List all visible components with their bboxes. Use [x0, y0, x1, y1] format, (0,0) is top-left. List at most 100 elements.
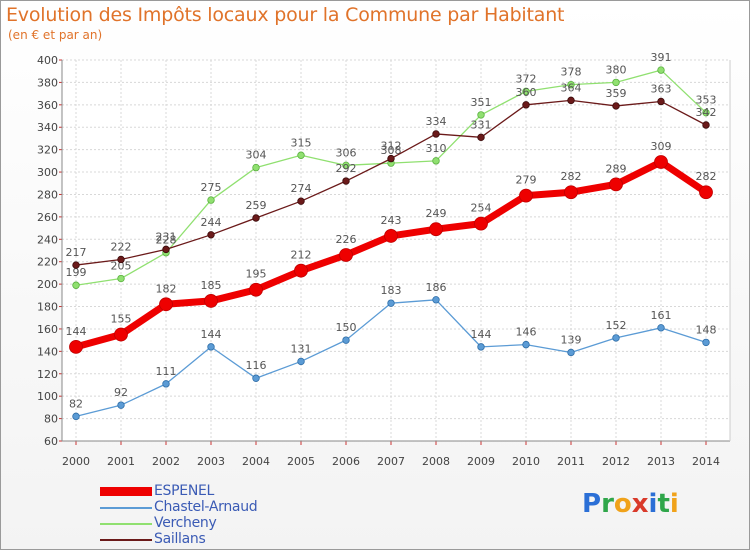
data-point-espenel	[114, 327, 128, 342]
data-point-chastel-arnaud	[657, 324, 665, 332]
data-point-vercheny	[612, 78, 620, 87]
data-label-chastel-arnaud: 139	[561, 333, 582, 346]
data-point-saillans	[522, 101, 530, 109]
data-point-saillans	[432, 130, 440, 138]
logo-letter: i	[669, 489, 679, 519]
data-label-vercheny: 378	[561, 66, 582, 79]
y-tick-label: 160	[37, 323, 58, 336]
data-point-chastel-arnaud	[477, 343, 485, 351]
legend-swatch-saillans	[100, 539, 152, 541]
data-label-vercheny: 351	[471, 96, 492, 109]
data-label-vercheny: 304	[246, 149, 267, 162]
data-label-vercheny: 275	[201, 181, 222, 194]
x-tick-label: 2001	[107, 455, 135, 468]
logo-letter: t	[657, 489, 670, 519]
x-tick-label: 2012	[602, 455, 630, 468]
data-label-espenel: 249	[426, 207, 447, 220]
legend-swatch-chastel-arnaud	[100, 507, 152, 509]
data-point-espenel	[519, 188, 533, 203]
data-label-espenel: 309	[651, 140, 672, 153]
x-tick-label: 2000	[62, 455, 90, 468]
data-point-vercheny	[432, 157, 440, 165]
data-label-saillans: 292	[336, 162, 357, 175]
data-label-vercheny: 380	[606, 63, 627, 76]
x-tick-label: 2004	[242, 455, 270, 468]
data-label-chastel-arnaud: 183	[381, 284, 402, 297]
data-label-vercheny: 315	[291, 136, 312, 149]
data-label-espenel: 289	[606, 162, 627, 175]
data-point-chastel-arnaud	[387, 299, 395, 307]
data-point-espenel	[564, 185, 578, 200]
proxiti-logo: Proxiti	[582, 489, 679, 519]
data-point-espenel	[339, 248, 353, 262]
data-point-vercheny	[207, 196, 215, 204]
y-tick-label: 340	[37, 121, 58, 134]
x-tick-label: 2010	[512, 455, 540, 468]
data-point-espenel	[384, 229, 398, 243]
data-label-chastel-arnaud: 150	[336, 321, 357, 334]
data-label-saillans: 331	[471, 118, 492, 131]
data-point-chastel-arnaud	[252, 374, 260, 382]
data-point-saillans	[72, 261, 80, 269]
data-label-vercheny: 308	[381, 144, 402, 157]
data-point-espenel	[294, 263, 308, 278]
data-label-saillans: 334	[426, 115, 447, 128]
data-point-espenel	[429, 222, 443, 237]
legend: ESPENEL Chastel-Arnaud Vercheny Saillans	[100, 483, 360, 548]
chart-subtitle: (en € et par an)	[8, 28, 103, 42]
data-point-espenel	[69, 339, 83, 354]
data-label-saillans: 312	[381, 140, 402, 153]
y-tick-label: 360	[37, 99, 58, 112]
data-point-chastel-arnaud	[702, 338, 710, 347]
data-label-saillans: 274	[291, 182, 312, 195]
data-point-saillans	[117, 255, 125, 264]
data-label-vercheny: 310	[426, 142, 447, 155]
data-label-espenel: 279	[516, 174, 537, 187]
y-tick-label: 240	[37, 233, 58, 246]
y-tick-label: 280	[37, 188, 58, 201]
legend-label-vercheny: Vercheny	[154, 515, 217, 531]
x-tick-label: 2005	[287, 455, 315, 468]
x-tick-label: 2006	[332, 455, 360, 468]
y-tick-label: 320	[37, 144, 58, 157]
data-point-saillans	[297, 197, 305, 205]
data-point-saillans	[162, 245, 170, 254]
data-label-saillans: 217	[66, 246, 87, 259]
data-label-chastel-arnaud: 148	[696, 323, 717, 336]
data-label-espenel: 282	[696, 170, 717, 183]
x-tick-label: 2011	[557, 455, 585, 468]
data-point-vercheny	[657, 66, 665, 74]
data-label-vercheny: 306	[336, 146, 357, 159]
legend-swatch-espenel	[100, 487, 152, 496]
data-label-espenel: 226	[336, 233, 357, 246]
data-point-vercheny	[297, 151, 305, 159]
data-point-saillans	[567, 96, 575, 105]
data-point-chastel-arnaud	[207, 343, 215, 351]
legend-item-saillans: Saillans	[100, 531, 360, 548]
data-point-espenel	[249, 282, 263, 297]
x-tick-label: 2013	[647, 455, 675, 468]
data-label-chastel-arnaud: 152	[606, 319, 627, 332]
data-label-espenel: 243	[381, 214, 402, 227]
data-label-chastel-arnaud: 144	[201, 328, 222, 341]
data-point-chastel-arnaud	[297, 357, 305, 366]
y-tick-label: 220	[37, 256, 58, 269]
data-point-chastel-arnaud	[342, 336, 350, 344]
data-label-saillans: 222	[111, 240, 132, 253]
data-label-espenel: 185	[201, 279, 222, 292]
data-label-espenel: 195	[246, 268, 267, 281]
data-label-saillans: 259	[246, 199, 267, 212]
data-point-saillans	[702, 121, 710, 129]
y-tick-label: 140	[37, 345, 58, 358]
data-point-espenel	[474, 216, 488, 231]
legend-item-vercheny: Vercheny	[100, 515, 360, 532]
legend-item-chastel-arnaud: Chastel-Arnaud	[100, 499, 360, 516]
data-point-vercheny	[72, 281, 80, 289]
data-point-saillans	[612, 102, 620, 110]
legend-label-chastel-arnaud: Chastel-Arnaud	[154, 499, 258, 515]
data-label-saillans: 359	[606, 87, 627, 100]
data-label-vercheny: 353	[696, 94, 717, 107]
data-label-saillans: 363	[651, 82, 672, 95]
data-label-vercheny: 228	[156, 234, 177, 247]
